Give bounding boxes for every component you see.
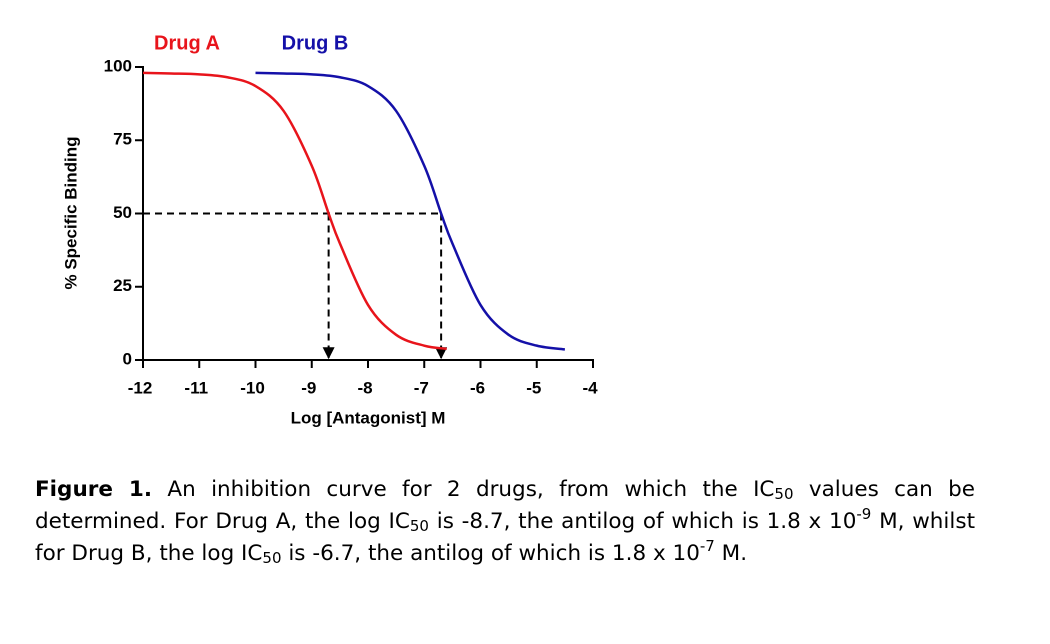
y-tick-label: 100 (104, 56, 132, 75)
caption-text: is -6.7, the antilog of which is 1.8 x 1… (281, 541, 700, 566)
y-tick-label: 25 (113, 276, 132, 295)
caption-text: An inhibition curve for 2 drugs, from wh… (152, 477, 775, 502)
y-axis-title: % Specific Binding (61, 136, 80, 289)
x-tick-label: -6 (470, 378, 485, 397)
caption-text: -9 (856, 505, 872, 523)
caption-text: 50 (262, 549, 282, 567)
caption-text: 50 (409, 517, 429, 535)
x-axis-title: Log [Antagonist] M (291, 408, 446, 427)
x-tick-label: -4 (582, 378, 598, 397)
caption-text: M, whilst for Drug B, the log IC (35, 509, 976, 566)
series-line (142, 71, 447, 351)
reference-line (143, 212, 335, 360)
caption-text: values can be determined. For Drug A, th… (35, 477, 975, 534)
x-tick-label: -9 (301, 378, 316, 397)
chart: Log [Antagonist] M % Specific Binding 0 2… (61, 32, 598, 427)
caption-text: 50 (774, 485, 794, 503)
x-tick-label: -10 (240, 378, 265, 397)
reference-line (143, 212, 448, 360)
caption-text: Figure 1. (35, 477, 153, 502)
figure-caption: Figure 1. An inhibition curve for 2 drug… (35, 474, 975, 570)
x-tick-label: -5 (526, 378, 541, 397)
y-tick-label: 50 (113, 203, 132, 222)
caption-text: is -8.7, the antilog of which is 1.8 x 1… (428, 509, 857, 534)
y-tick-label: 0 (123, 349, 132, 368)
y-tick-label: 75 (113, 130, 132, 149)
legend-label: Drug A (154, 32, 220, 54)
legend-label: Drug B (282, 32, 349, 54)
caption-text: M. (714, 541, 748, 566)
x-tick-label: -11 (184, 378, 208, 397)
x-tick-label: -8 (357, 378, 372, 397)
x-tick-label: -7 (414, 378, 429, 397)
caption-text: -7 (699, 537, 715, 555)
x-tick-label: -12 (128, 378, 153, 397)
series-line (255, 71, 566, 351)
